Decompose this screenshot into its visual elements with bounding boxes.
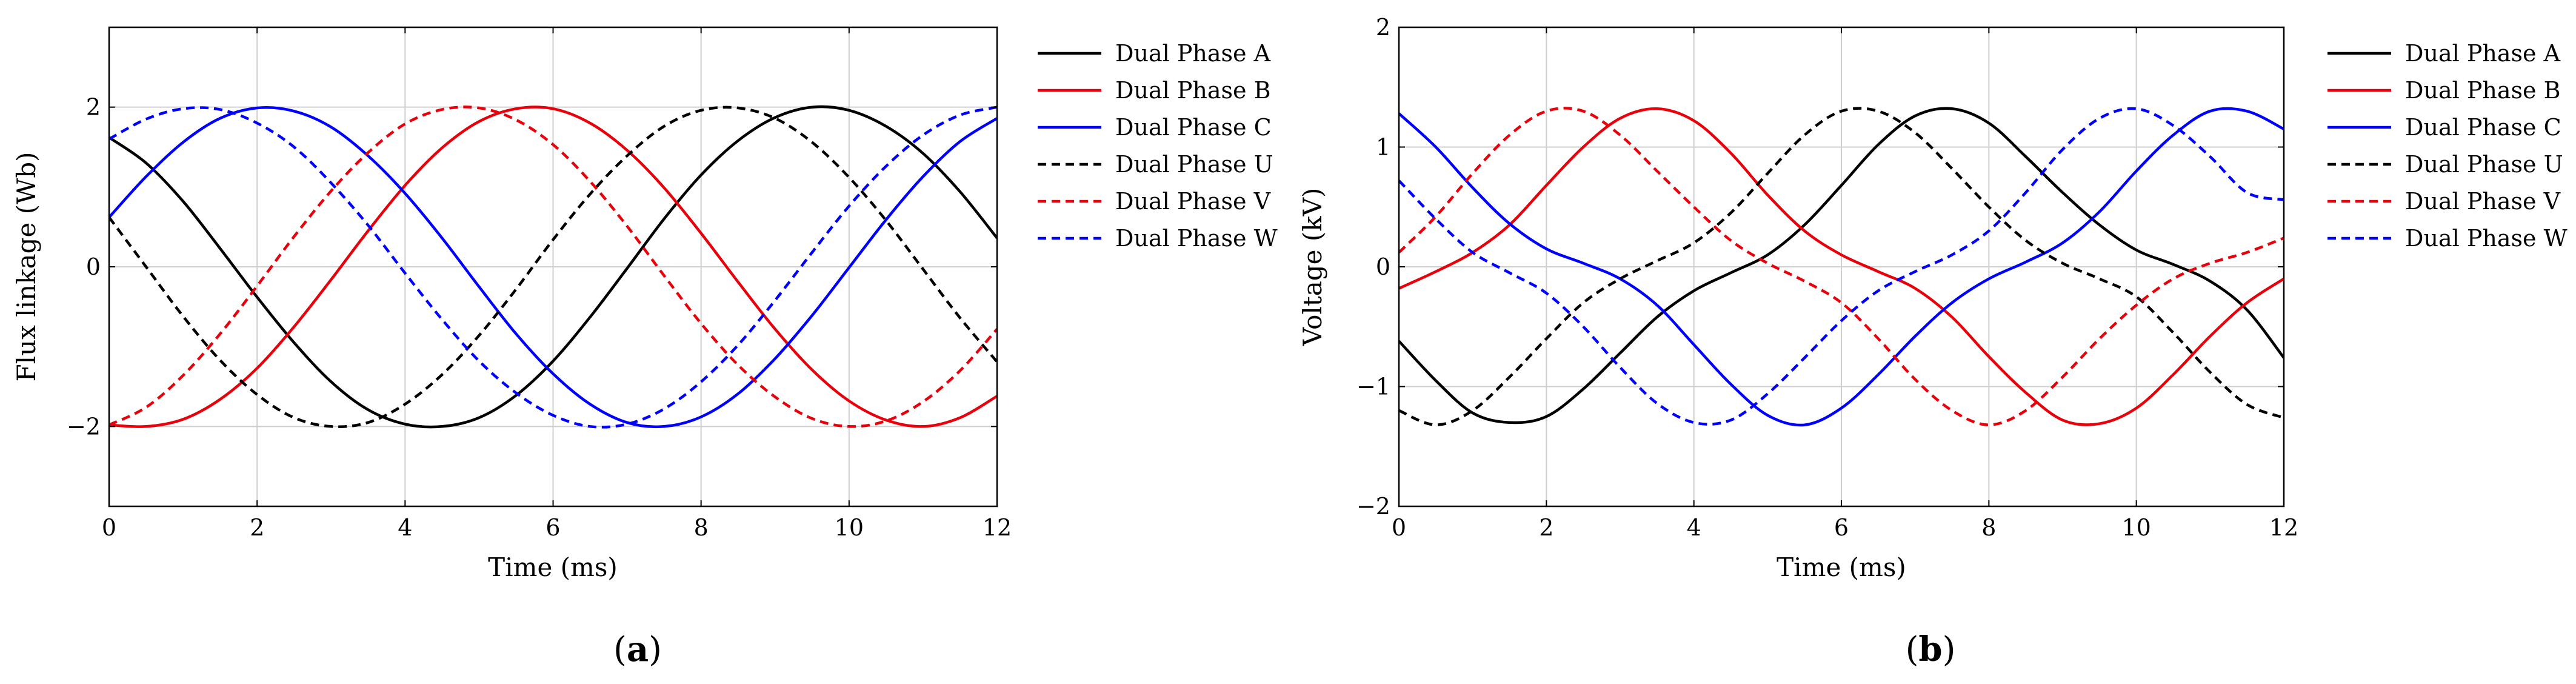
grid-a: [109, 27, 997, 506]
series-b: [1399, 107, 2284, 427]
panel-label-a: (a): [613, 629, 662, 669]
legend-label-b-dual-phase-u: Dual Phase U: [2405, 151, 2563, 178]
x-axis-label-a: Time (ms): [488, 552, 618, 582]
legend-label-b-dual-phase-v: Dual Phase V: [2405, 188, 2561, 215]
tick-label-x-b-5: 10: [2121, 514, 2151, 541]
tick-label-y-b-1: −1: [1356, 374, 1390, 400]
series-line-a-dual-phase-b: [109, 106, 997, 428]
legend-label-b-dual-phase-w: Dual Phase W: [2405, 225, 2568, 252]
grid-b: [1399, 27, 2284, 506]
tick-label-x-b-4: 8: [1981, 514, 1996, 541]
tick-label-x-a-6: 12: [983, 514, 1012, 541]
tick-label-y-b-0: −2: [1356, 493, 1390, 520]
panel-label-b-open: (: [1906, 630, 1919, 669]
legend-label-a-dual-phase-b: Dual Phase B: [1115, 77, 1271, 104]
panel-label-a-letter: a: [627, 629, 649, 669]
tick-label-x-a-3: 6: [546, 514, 560, 541]
tick-label-x-a-1: 2: [250, 514, 264, 541]
series-line-b-dual-phase-c: [1399, 107, 2284, 427]
series-line-b-dual-phase-b: [1399, 107, 2284, 426]
legend-label-a-dual-phase-a: Dual Phase A: [1115, 40, 1271, 67]
y-axis-label-b: Voltage (kV): [1298, 188, 1327, 347]
tick-label-x-b-0: 0: [1392, 514, 1406, 541]
tick-label-x-b-3: 6: [1834, 514, 1849, 541]
chart-flux-linkage: 0 2 4 6 8 10 12 −2 0 2 Time (ms) Flux linkage (Wb…: [12, 26, 1278, 582]
series-line-a-dual-phase-u: [109, 106, 997, 428]
series-line-a-dual-phase-w: [109, 106, 997, 429]
tick-label-x-b-2: 4: [1687, 514, 1701, 541]
series-line-b-dual-phase-a: [1399, 107, 2284, 424]
panel-label-b-letter: b: [1918, 629, 1942, 669]
tick-label-y-b-3: 1: [1376, 134, 1390, 161]
series-line-a-dual-phase-v: [109, 106, 997, 428]
panel-label-a-open: (: [613, 630, 627, 669]
legend-label-a-dual-phase-v: Dual Phase V: [1115, 188, 1271, 215]
panel-label-b: (b): [1906, 629, 1956, 669]
legend-label-a-dual-phase-u: Dual Phase U: [1115, 151, 1273, 178]
tick-label-x-a-5: 10: [835, 514, 864, 541]
y-axis-label-a: Flux linkage (Wb): [12, 152, 41, 382]
legend-label-b-dual-phase-c: Dual Phase C: [2405, 114, 2561, 141]
panel-label-b-close: ): [1943, 630, 1956, 669]
series-line-b-dual-phase-u: [1399, 107, 2284, 426]
series-line-b-dual-phase-w: [1399, 107, 2284, 426]
series-line-b-dual-phase-v: [1399, 107, 2284, 426]
tick-label-x-a-4: 8: [694, 514, 709, 541]
tick-label-x-b-1: 2: [1539, 514, 1553, 541]
legend-a: Dual Phase A Dual Phase B Dual Phase C Dual…: [1038, 40, 1278, 252]
tick-label-y-b-4: 2: [1376, 14, 1390, 41]
x-axis-label-b: Time (ms): [1777, 552, 1906, 582]
tick-label-y-b-2: 0: [1376, 253, 1390, 280]
tick-label-x-b-6: 12: [2269, 514, 2298, 541]
tick-label-y-a-0: −2: [67, 413, 101, 440]
ticks-a: 0 2 4 6 8 10 12 −2 0 2: [67, 27, 1012, 541]
panel-label-a-close: ): [649, 630, 662, 669]
tick-label-y-a-2: 2: [86, 94, 101, 121]
legend-label-a-dual-phase-c: Dual Phase C: [1115, 114, 1272, 141]
tick-label-x-a-0: 0: [102, 514, 116, 541]
tick-label-y-a-1: 0: [86, 253, 101, 280]
legend-label-a-dual-phase-w: Dual Phase W: [1115, 225, 1278, 252]
series-line-a-dual-phase-c: [109, 106, 997, 429]
tick-label-x-a-2: 4: [398, 514, 412, 541]
legend-label-b-dual-phase-b: Dual Phase B: [2405, 77, 2561, 104]
series-a: [109, 105, 997, 429]
legend-label-b-dual-phase-a: Dual Phase A: [2405, 40, 2561, 67]
series-line-a-dual-phase-a: [109, 105, 997, 429]
legend-b: Dual Phase A Dual Phase B Dual Phase C Dual…: [2327, 40, 2568, 252]
